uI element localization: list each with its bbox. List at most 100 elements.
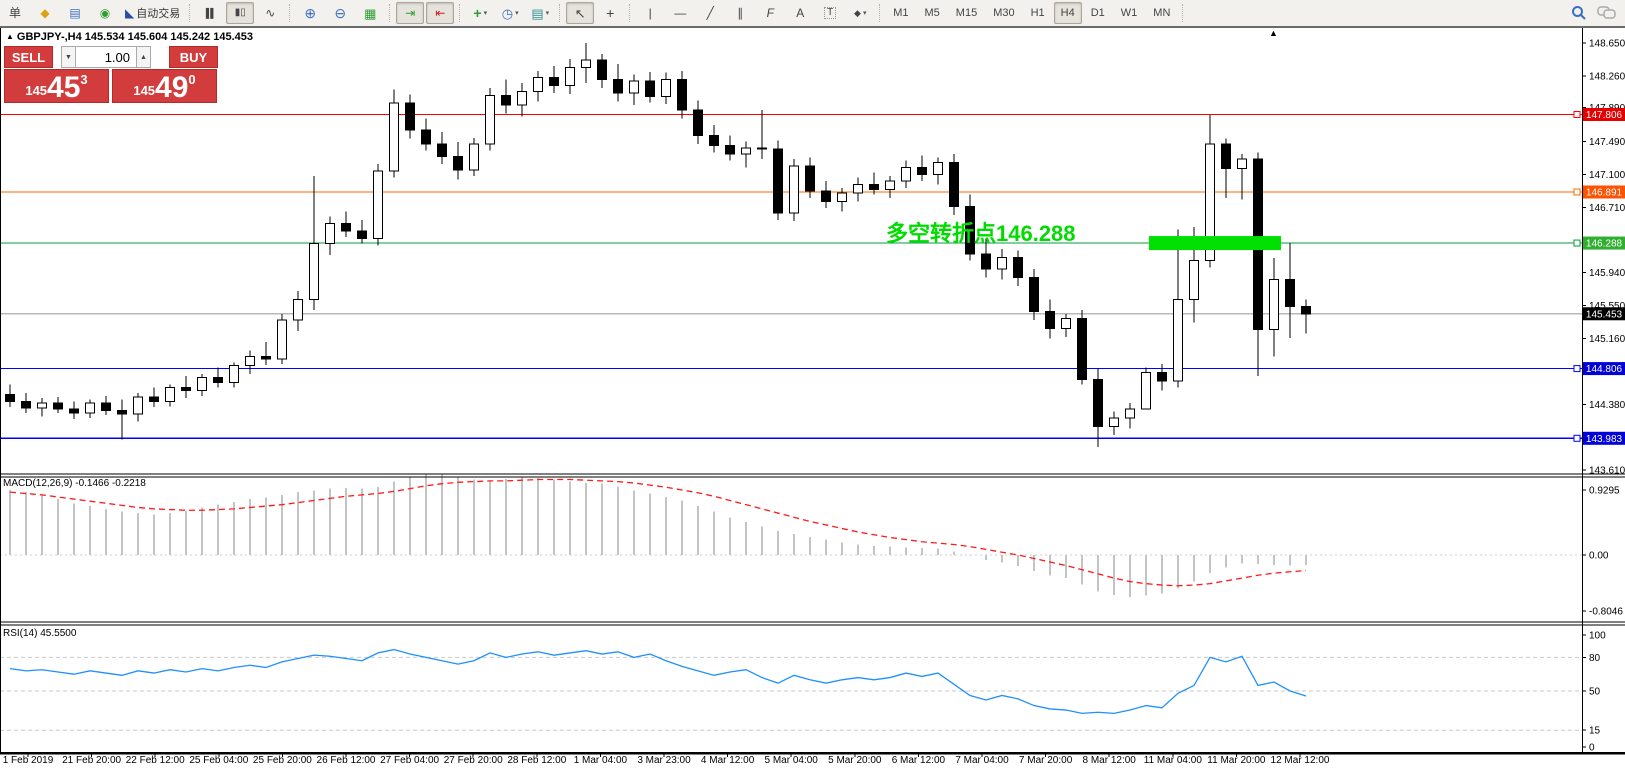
auto-scroll-button[interactable]: ⇥ [396,2,425,24]
cursor-button[interactable]: ↖ [566,2,595,24]
candle-body [837,192,847,202]
periods-button[interactable]: ◷ ▾ [496,2,524,24]
toolbar-separator [559,4,561,22]
crosshair-button[interactable]: + [596,2,624,24]
rsi-tick-label: 80 [1589,653,1601,664]
autotrading-button[interactable]: ◣ 自动交易 [121,2,184,24]
timeframe-m30-button[interactable]: M30 [993,7,1015,19]
buy-button[interactable]: BUY [169,46,218,68]
collapse-triangle-icon[interactable]: ▲ [6,32,14,41]
candle-body [517,90,527,106]
equidistant-channel-button[interactable]: ∥ [726,2,754,24]
candle-body [965,205,975,255]
candle-body [901,167,911,182]
search-button[interactable] [1571,5,1587,21]
text-button[interactable]: A [786,2,814,24]
hline-end-marker [1573,434,1581,442]
candle-body [741,147,751,155]
timeframe-w1-button[interactable]: W1 [1120,7,1138,19]
timeframe-m15-button[interactable]: M15 [955,7,978,19]
timeframe-h4-button[interactable]: H4 [1053,2,1082,24]
box-button[interactable]: ◆ [31,2,59,24]
time-tick-label: 11 Mar 04:00 [1144,755,1203,766]
new-order-button[interactable]: 单 [1,2,29,24]
price-tag [1583,307,1625,321]
volume-increase-button[interactable]: ▲ [136,46,151,68]
horizontal-line-button[interactable]: — [666,2,694,24]
price-tick-label: 148.260 [1589,72,1625,83]
pivot-annotation-text: 多空转折点146.288 [886,221,1076,246]
time-tick-label: 1 Mar 04:00 [574,755,628,766]
indicators-button[interactable]: + ▾ [466,2,494,24]
timeframe-m1-button[interactable]: M1 [893,7,909,19]
hline-end-marker [1573,365,1581,373]
candle-body [1285,278,1295,307]
arrows-button[interactable]: ◆ ▾ [846,2,874,24]
time-tick-label: 3 Mar 23:00 [637,755,691,766]
volume-decrease-button[interactable]: ▼ [61,46,76,68]
text-label-button[interactable]: T [816,2,844,24]
zoom-out-button[interactable]: ⊖ [326,2,354,24]
volume-input[interactable] [76,46,136,68]
time-tick-label: 26 Feb 12:00 [317,755,376,766]
tile-windows-button[interactable]: ▦ [356,2,384,24]
time-tick-label: 11 Mar 20:00 [1207,755,1266,766]
timeframe-mn-button[interactable]: MN [1153,7,1171,19]
price-tag-label: 143.983 [1586,434,1623,445]
fibonacci-button[interactable]: F [756,2,784,24]
hline-end-marker [1573,110,1581,118]
line-chart-icon: ∿ [265,6,276,20]
dropdown-caret-icon: ▾ [515,10,519,17]
price-tick-label: 148.650 [1589,39,1625,50]
candlestick-chart-button[interactable]: ▮▯ [226,2,255,24]
tile-windows-icon: ▦ [364,5,377,21]
price-tag [1583,185,1625,199]
candle-body [165,387,175,402]
candle-body [1125,408,1135,419]
candle-body [53,402,63,410]
metaeditor-button[interactable]: ▤ [61,2,89,24]
line-chart-button[interactable]: ∿ [256,2,284,24]
candle-body [245,355,255,367]
zoom-in-button[interactable]: ⊕ [296,2,324,24]
ohlc-readout: GBPJPY-,H4 145.534 145.604 145.242 145.4… [16,31,253,43]
buy-price-prefix: 145 [133,83,156,98]
trade-panel-price-row: 145 45 3 145 49 0 [4,69,218,103]
candle-body [181,387,191,391]
buy-price-button[interactable]: 145 49 0 [112,69,217,103]
sell-price-big: 45 [47,71,81,104]
templates-button[interactable]: ▤ ▾ [526,2,554,24]
candle-body [1237,158,1247,169]
candle-body [149,396,159,402]
dropdown-caret-icon: ▾ [545,10,550,17]
candle-body [693,109,703,136]
bar-chart-button[interactable]: ▌▌ [196,2,224,24]
timeframe-d1-button[interactable]: D1 [1090,7,1105,19]
trendline-button[interactable]: ╱ [696,2,724,24]
timeframe-m5-button[interactable]: M5 [924,7,940,19]
dropdown-caret-icon: ▾ [862,10,867,17]
candle-body [805,165,815,192]
vertical-line-button[interactable]: | [636,2,664,24]
sell-button[interactable]: SELL [4,46,53,68]
chart-shift-button[interactable]: ⇤ [426,2,455,24]
candle-body [1029,277,1039,312]
signals-button[interactable]: ◉ [91,2,119,24]
candle-body [133,396,143,415]
candle-body [613,78,623,94]
periods-clock-icon: ◷ [501,5,514,21]
chat-button[interactable] [1597,5,1617,21]
price-tick-label: 143.610 [1589,465,1625,476]
candle-body [357,230,367,240]
candle-body [389,102,399,172]
timeframe-h1-button[interactable]: H1 [1030,7,1045,19]
price-tick-label: 146.710 [1589,203,1625,214]
main-toolbar: 单 ◆ ▤ ◉ ◣ 自动交易 ▌▌ ▮▯ ∿ ⊕ ⊖ [0,0,1625,28]
candle-body [325,222,335,245]
candle-body [869,183,879,191]
scroll-marker-icon[interactable]: ▲ [1269,28,1278,38]
autotrading-label: 自动交易 [136,8,181,20]
sell-price-button[interactable]: 145 45 3 [4,69,109,103]
